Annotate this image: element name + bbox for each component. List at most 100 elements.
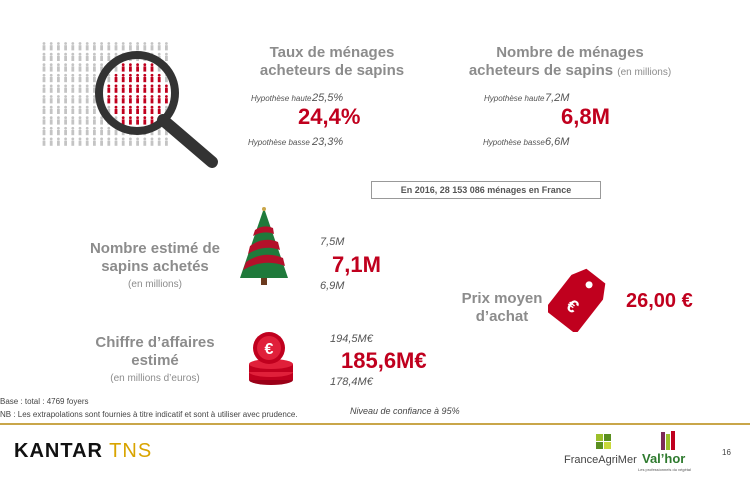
person-icon [57,126,60,130]
stat2-low-value: 6,6M [545,136,570,148]
person-icon [49,66,53,72]
person-icon [57,77,60,83]
person-icon [85,126,89,130]
person-icon [136,140,139,146]
person-icon [93,108,96,114]
person-icon [136,45,139,51]
person-icon [71,66,75,72]
person-icon [114,108,118,114]
person-icon [143,66,147,72]
person-icon [136,84,139,88]
person-icon [136,77,139,83]
person-icon [57,52,60,56]
person-icon [93,98,96,104]
person-icon [85,55,89,61]
person-icon [78,77,82,83]
person-icon [78,63,82,67]
person-icon [150,95,154,98]
person-icon [136,108,139,114]
person-icon [157,73,161,77]
person-icon [64,105,67,109]
person-icon [64,108,67,114]
person-icon [114,42,118,45]
person-icon [114,95,118,98]
person-icon [93,66,96,72]
person-icon [157,108,161,114]
person-icon [129,77,132,83]
person-icon [114,140,118,146]
person-icon [57,98,60,104]
confidence-note: Niveau de confiance à 95% [350,406,460,416]
person-icon [93,84,96,88]
person-icon [143,73,147,77]
person-icon [150,105,154,109]
person-icon [114,84,118,88]
person-icon [64,95,67,98]
person-icon [57,42,60,45]
person-icon [49,55,53,61]
valhor-logo-icon [661,431,675,450]
valhor-logo-subtitle: Les professionnels du végétal [638,467,691,472]
person-icon [49,108,53,114]
person-icon [143,95,147,98]
person-icon [107,87,111,93]
person-icon [85,116,89,120]
price-tag-icon: € [548,268,606,332]
stat2-main-value: 6,8M [561,104,610,129]
person-icon [150,87,154,93]
person-icon [114,98,118,104]
person-icon [157,66,161,72]
person-icon [165,140,168,146]
person-icon [107,140,111,146]
person-icon [49,95,53,98]
person-icon [93,42,96,45]
person-icon [57,137,60,141]
person-icon [49,126,53,130]
person-icon [64,63,67,67]
person-icon [165,95,168,98]
person-icon [57,108,60,114]
person-icon [157,84,161,88]
svg-text:€: € [265,341,274,358]
person-icon [85,63,89,67]
coins-icon: € [249,332,293,385]
person-icon [71,87,75,93]
person-icon [42,87,46,93]
person-icon [71,84,75,88]
person-icon [121,105,125,109]
person-icon [107,108,111,114]
person-icon [64,84,67,88]
person-icon [93,77,96,83]
person-icon [71,130,75,136]
person-icon [78,95,82,98]
person-icon [107,42,111,45]
stat1-low-value: 23,3% [312,136,344,148]
person-icon [136,116,139,120]
person-icon [78,98,82,104]
person-icon [150,84,154,88]
person-icon [114,77,118,83]
person-icon [157,137,161,141]
person-icon [49,119,53,125]
person-icon [100,126,103,130]
person-icon [78,108,82,114]
person-icon [57,105,60,109]
person-icon [85,137,89,141]
person-icon [165,98,168,104]
person-icon [129,84,132,88]
person-icon [49,45,53,51]
person-icon [143,116,147,120]
person-icon [64,77,67,83]
person-icon [71,45,75,51]
person-icon [129,45,132,51]
person-icon [49,63,53,67]
page-number: 16 [722,448,731,457]
person-icon [136,42,139,45]
person-icon [136,137,139,141]
stat3-title: Nombre estimé de sapins achetés (en mill… [89,240,221,290]
gold-divider [0,423,750,425]
person-icon [121,95,125,98]
person-icon [57,87,60,93]
person-icon [71,119,75,125]
person-icon [64,73,67,77]
